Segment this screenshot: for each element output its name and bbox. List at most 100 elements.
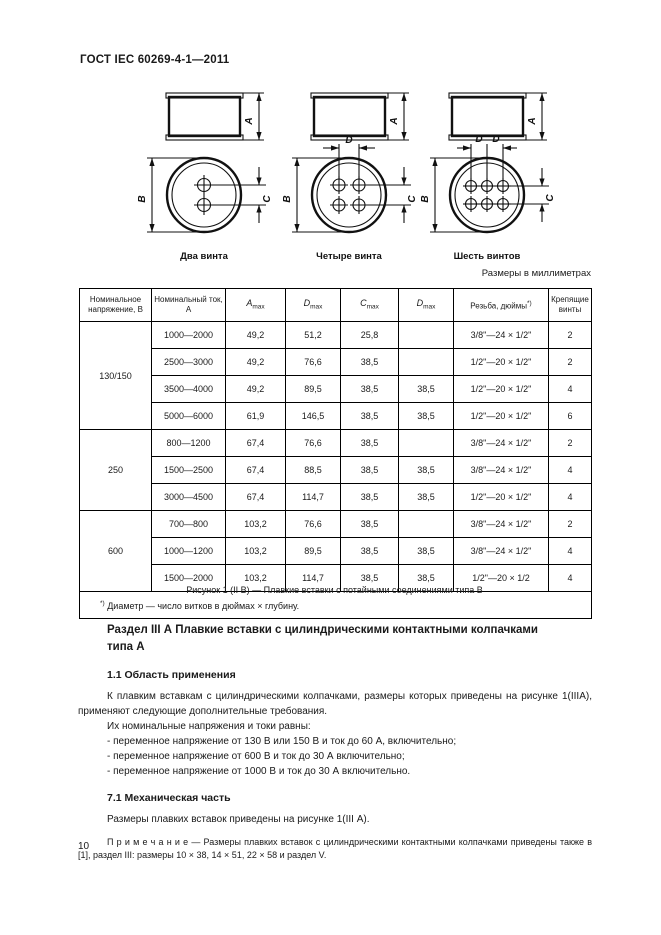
dim-label-a: A (389, 117, 400, 125)
table-row: 1500—2000 103,2 114,7 38,5 38,5 1/2"—20 × 1/2… (80, 564, 592, 592)
table-row: 3000—4500 67,4 114,7 38,5 38,5 1/2"—20 × 1/2"… (80, 483, 592, 511)
section-title-line1: Раздел III А Плавкие вставки с цилиндрич… (107, 624, 538, 636)
note-paragraph: П р и м е ч а н и е — Размеры плавких вс… (78, 836, 592, 862)
table-cell: 38,5 (340, 456, 399, 484)
table-cell: 3/8"—24 × 1/2" (453, 429, 549, 457)
section-text: Раздел III А Плавкие вставки с цилиндрич… (78, 622, 592, 862)
screw (479, 178, 495, 194)
drawing-caption-two-screws: Два винта (180, 251, 228, 262)
table-cell: 76,6 (285, 429, 341, 457)
table-cell: 67,4 (225, 456, 286, 484)
section-title: Раздел III А Плавкие вставки с цилиндрич… (107, 622, 592, 656)
table-cell: 38,5 (340, 564, 399, 592)
table-cell: 76,6 (285, 348, 341, 376)
screw (330, 176, 348, 194)
col-header-c-max: Cmax (340, 288, 399, 322)
fuse-drawing-four-screws: A D (283, 92, 418, 262)
dim-label-a: A (527, 117, 538, 125)
table-cell: 1000—2000 (151, 321, 226, 349)
figure-caption: Рисунок 1 (II В) — Плавкие вставки с пот… (186, 585, 483, 595)
fuse-drawing-two-screws: A (138, 92, 273, 262)
table-cell: 700—800 (151, 510, 226, 538)
table-row: 2500—3000 49,2 76,6 38,5 1/2"—20 × 1/2" 2 (80, 348, 592, 376)
screw (350, 196, 368, 214)
note-text: — Размеры плавких вставок с цилиндрическ… (78, 837, 592, 860)
table-cell: 146,5 (285, 402, 341, 430)
table-row: 1500—2500 67,4 88,5 38,5 38,5 3/8"—24 × 1/2" 4 (80, 456, 592, 484)
table-cell: 114,7 (285, 483, 341, 511)
table-cell (398, 510, 454, 538)
dim-label-b: B (138, 195, 148, 202)
dim-B: B (283, 157, 349, 233)
table-cell: 49,2 (225, 321, 286, 349)
screw (479, 196, 495, 212)
table-cell: 4 (548, 483, 592, 511)
table-footnote: *) Диаметр — число витков в дюймах × глу… (79, 591, 592, 619)
table-cell: 1/2"—20 × 1/2" (453, 348, 549, 376)
table-cell: 3000—4500 (151, 483, 226, 511)
ratings-item: - переменное напряжение от 600 В и ток д… (107, 751, 405, 762)
table-cell: 38,5 (398, 402, 454, 430)
screw (495, 178, 511, 194)
drawing-caption-four-screws: Четыре винта (316, 251, 382, 262)
table-cell: 2 (548, 429, 592, 457)
table-cell: 38,5 (340, 510, 399, 538)
fuse-drawing-six-screws: A D D (421, 92, 556, 262)
table-cell: 67,4 (225, 429, 286, 457)
table-cell: 51,2 (285, 321, 341, 349)
dim-label-d: D (345, 135, 352, 146)
table-cell: 800—1200 (151, 429, 226, 457)
table-row: 1000—1200 103,2 89,5 38,5 38,5 3/8"—24 × 1/2"… (80, 537, 592, 565)
ratings-item: - переменное напряжение от 1000 В и ток … (107, 766, 411, 777)
table-cell: 38,5 (340, 483, 399, 511)
table-cell: 38,5 (398, 483, 454, 511)
table-cell: 1/2"—20 × 1/2 (453, 564, 549, 592)
table-cell: 38,5 (340, 348, 399, 376)
drawing-caption-six-screws: Шесть винтов (454, 251, 521, 262)
table-cell: 1/2"—20 × 1/2" (453, 402, 549, 430)
table-cell: 38,5 (398, 564, 454, 592)
spec-table-body: 130/150 1000—2000 49,2 51,2 25,8 3/8"—24 × 1/… (79, 321, 592, 592)
dim-D: D (323, 135, 375, 180)
table-cell: 3/8"—24 × 1/2" (453, 456, 549, 484)
table-cell: 4 (548, 564, 592, 592)
dim-label-a: A (244, 117, 255, 125)
table-header-row: Номинальное напряжение, В Номинальный то… (79, 288, 592, 322)
table-cell: 61,9 (225, 402, 286, 430)
note-label: П р и м е ч а н и е (107, 837, 189, 847)
mech-paragraph: Размеры плавких вставок приведены на рис… (107, 814, 370, 825)
table-cell (398, 348, 454, 376)
table-cell: 89,5 (285, 537, 341, 565)
table-cell: 3/8"—24 × 1/2" (453, 321, 549, 349)
table-row: 130/150 1000—2000 49,2 51,2 25,8 3/8"—24 × 1/… (79, 321, 592, 430)
scope-heading: 1.1 Область применения (107, 669, 236, 681)
top-view (165, 156, 243, 234)
side-view (448, 92, 527, 141)
col-header-b-max: Dmax (285, 288, 341, 322)
table-units-note: Размеры в миллиметрах (481, 268, 591, 279)
table-cell: 38,5 (340, 375, 399, 403)
ratings-intro: Их номинальные напряжения и токи равны: (107, 721, 311, 732)
table-cell: 1000—1200 (151, 537, 226, 565)
voltage-cell: 600 (79, 510, 152, 592)
table-cell: 38,5 (398, 537, 454, 565)
dim-label-d: D (475, 134, 482, 145)
col-header-screws: Крепящие винты (548, 288, 592, 322)
table-cell: 103,2 (225, 564, 286, 592)
table-cell: 1/2"—20 × 1/2" (453, 375, 549, 403)
dim-A: A (387, 92, 409, 141)
table-cell: 5000—6000 (151, 402, 226, 430)
side-view (165, 92, 244, 141)
scope-paragraph: К плавким вставкам с цилиндрическими кол… (78, 691, 592, 717)
dim-label-c: C (545, 194, 556, 202)
dim-A: A (242, 92, 264, 141)
table-cell: 38,5 (340, 402, 399, 430)
table-cell: 103,2 (225, 510, 286, 538)
table-cell: 6 (548, 402, 592, 430)
table-cell: 38,5 (398, 375, 454, 403)
screw (463, 178, 479, 194)
dim-B: B (421, 157, 487, 233)
col-header-current: Номинальный ток, А (151, 288, 226, 322)
section-title-line2: типа А (107, 641, 145, 653)
